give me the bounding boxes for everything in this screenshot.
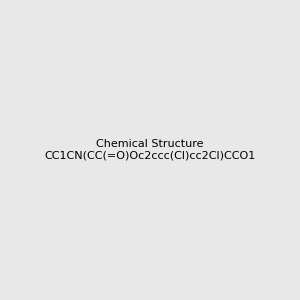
Text: Chemical Structure
CC1CN(CC(=O)Oc2ccc(Cl)cc2Cl)CCO1: Chemical Structure CC1CN(CC(=O)Oc2ccc(Cl… — [44, 139, 256, 161]
